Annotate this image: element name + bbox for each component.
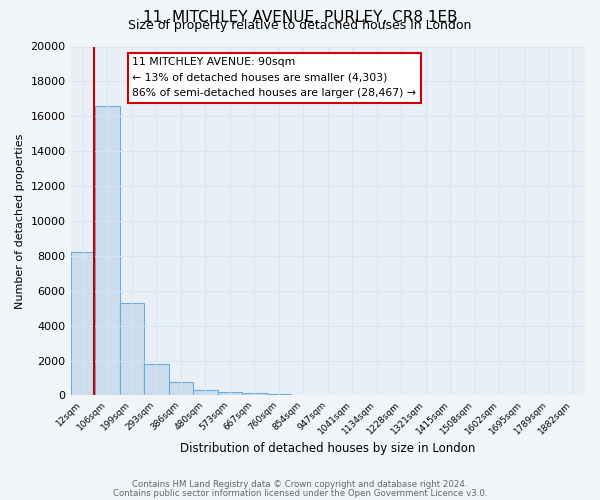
X-axis label: Distribution of detached houses by size in London: Distribution of detached houses by size … xyxy=(180,442,475,455)
Bar xyxy=(193,390,218,396)
Text: Contains public sector information licensed under the Open Government Licence v3: Contains public sector information licen… xyxy=(113,488,487,498)
Bar xyxy=(242,393,266,396)
Bar xyxy=(95,106,119,396)
Y-axis label: Number of detached properties: Number of detached properties xyxy=(15,134,25,308)
Text: 11 MITCHLEY AVENUE: 90sqm
← 13% of detached houses are smaller (4,303)
86% of se: 11 MITCHLEY AVENUE: 90sqm ← 13% of detac… xyxy=(132,57,416,98)
Text: Size of property relative to detached houses in London: Size of property relative to detached ho… xyxy=(128,19,472,32)
Bar xyxy=(71,252,95,396)
Bar xyxy=(218,392,242,396)
Text: Contains HM Land Registry data © Crown copyright and database right 2024.: Contains HM Land Registry data © Crown c… xyxy=(132,480,468,489)
Bar xyxy=(119,303,144,396)
Bar xyxy=(144,364,169,396)
Bar xyxy=(266,394,291,396)
Bar xyxy=(169,382,193,396)
Text: 11, MITCHLEY AVENUE, PURLEY, CR8 1EB: 11, MITCHLEY AVENUE, PURLEY, CR8 1EB xyxy=(143,10,457,25)
